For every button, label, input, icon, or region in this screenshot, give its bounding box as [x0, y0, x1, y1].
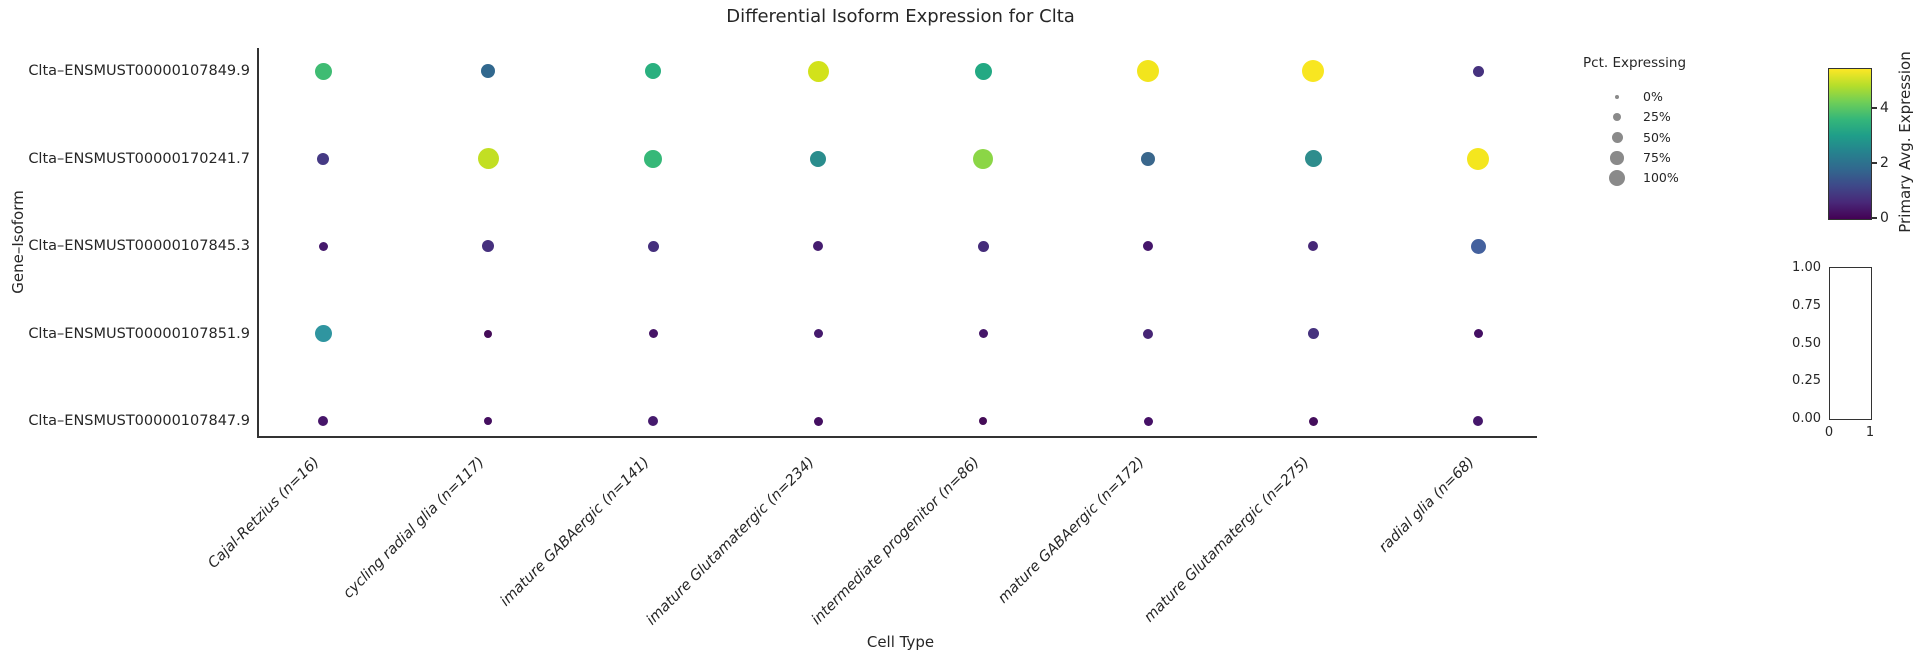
- colorbar-gradient: [1828, 68, 1872, 220]
- dot: [482, 240, 494, 252]
- dot: [1143, 241, 1153, 251]
- colorbar-tick-label: 4: [1880, 100, 1889, 116]
- dot: [1141, 151, 1155, 166]
- dot: [974, 62, 992, 80]
- dot: [978, 329, 988, 338]
- dot: [813, 329, 823, 338]
- size-legend-marker: [1609, 170, 1625, 186]
- size-legend-label: 25%: [1643, 109, 1671, 125]
- dot: [1307, 328, 1319, 339]
- dot: [644, 149, 662, 168]
- size-legend-label: 100%: [1643, 170, 1679, 185]
- dot: [1467, 147, 1489, 170]
- colorbar-tick-label: 0: [1880, 210, 1889, 226]
- y-tick-label: Clta–ENSMUST00000107845.3: [28, 238, 250, 254]
- dot: [318, 416, 328, 426]
- dot: [647, 240, 659, 252]
- y-tick-label: Clta–ENSMUST00000107847.9: [28, 413, 250, 429]
- colorbar-tick-mark: [1871, 217, 1877, 219]
- dot: [1302, 60, 1324, 82]
- size-legend-label: 75%: [1643, 149, 1671, 165]
- dot: [484, 329, 492, 338]
- dot: [645, 63, 661, 79]
- dot: [648, 416, 658, 426]
- y-axis-spine: [257, 48, 259, 438]
- dot: [318, 241, 328, 251]
- dot: [813, 241, 823, 251]
- dot: [1304, 150, 1322, 167]
- colorbar-tick-mark: [1871, 107, 1877, 109]
- colorbar-label: Primary Avg. Expression: [1896, 51, 1914, 233]
- dot: [973, 148, 993, 169]
- dot: [1308, 416, 1318, 426]
- dot: [1472, 65, 1484, 77]
- empty-axes-y-tick-label: 0.75: [1792, 297, 1821, 313]
- dot: [807, 60, 829, 82]
- dot: [977, 240, 989, 252]
- dot: [314, 325, 332, 342]
- dot: [813, 416, 823, 426]
- size-legend-label: 50%: [1643, 129, 1671, 145]
- dot: [484, 417, 492, 425]
- size-legend-marker: [1610, 151, 1624, 165]
- dot: [477, 148, 499, 169]
- dot: [1473, 416, 1483, 426]
- dot: [1143, 416, 1153, 426]
- empty-axes-y-tick-label: 1.00: [1792, 260, 1821, 275]
- dot: [317, 152, 329, 165]
- empty-axes-x-tick-label: 0: [1824, 425, 1834, 440]
- empty-axes-y-tick-label: 0.50: [1792, 335, 1821, 351]
- y-axis-label: Gene–Isoform: [9, 190, 27, 294]
- dot: [314, 62, 332, 80]
- empty-axes-y-tick-label: 0.25: [1792, 373, 1821, 389]
- dot: [648, 329, 658, 338]
- dot: [1470, 238, 1486, 254]
- dot: [481, 64, 495, 78]
- dot: [1143, 328, 1153, 339]
- y-tick-label: Clta–ENSMUST00000170241.7: [28, 150, 250, 167]
- dot: [1473, 329, 1483, 338]
- dot: [1308, 241, 1318, 251]
- colorbar-tick-mark: [1871, 162, 1877, 164]
- size-legend-marker: [1613, 113, 1621, 122]
- x-axis-label: Cell Type: [866, 633, 935, 651]
- colorbar-tick-label: 2: [1880, 155, 1889, 171]
- empty-axes: [1829, 267, 1872, 420]
- size-legend-marker: [1614, 94, 1620, 100]
- y-tick-label: Clta–ENSMUST00000107851.9: [28, 325, 250, 342]
- dot: [810, 150, 826, 167]
- size-legend-label: 0%: [1643, 89, 1663, 104]
- dot: [979, 417, 987, 425]
- size-legend-marker: [1611, 132, 1623, 143]
- x-axis-spine: [257, 436, 1537, 438]
- size-legend-title: Pct. Expressing: [1583, 55, 1687, 71]
- chart-title: Differential Isoform Expression for Clta: [726, 6, 1075, 27]
- y-tick-label: Clta–ENSMUST00000107849.9: [28, 63, 250, 79]
- empty-axes-y-tick-label: 0.00: [1792, 411, 1821, 426]
- dot: [1137, 60, 1159, 82]
- empty-axes-x-tick-label: 1: [1865, 425, 1875, 440]
